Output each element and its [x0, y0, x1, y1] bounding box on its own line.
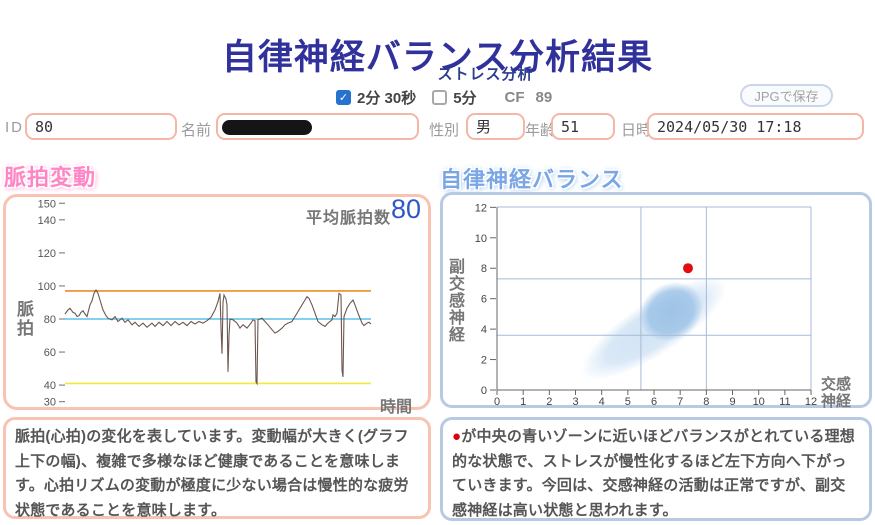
svg-text:2: 2: [481, 355, 487, 367]
svg-text:40: 40: [44, 380, 56, 392]
balance-point: [683, 263, 693, 274]
svg-text:0: 0: [481, 385, 487, 397]
name-field-redaction: [222, 120, 312, 135]
balance-description-panel: ●が中央の青いゾーンに近いほどバランスがとれている理想的な状態で、ストレスが慢性…: [440, 417, 872, 521]
id-field[interactable]: [25, 113, 177, 140]
duration-5min-checkbox[interactable]: [432, 89, 448, 105]
page-title: 自律神経バランス分析結果: [221, 38, 654, 78]
svg-text:100: 100: [38, 281, 56, 293]
svg-text:1: 1: [520, 396, 526, 408]
svg-text:5: 5: [625, 396, 631, 408]
svg-text:8: 8: [703, 396, 709, 408]
checkmark-icon: ✓: [338, 91, 349, 104]
svg-text:2: 2: [546, 396, 552, 408]
name-label: 名前: [181, 122, 212, 139]
svg-text:0: 0: [494, 396, 500, 408]
svg-text:10: 10: [753, 396, 765, 408]
pulse-chart-panel: 150 140 120 100 80 60 40 30: [3, 194, 431, 410]
balance-zone: [638, 281, 704, 342]
pulse-description-panel: 脈拍(心拍)の変化を表しています。変動幅が大きく(グラフ上下の幅)、複雑で多様な…: [3, 417, 431, 519]
svg-text:30: 30: [44, 397, 56, 409]
duration-2min30-checkbox[interactable]: ✓: [336, 89, 351, 105]
measurement-controls: ✓ 2分 30秒 5分 CF 89: [336, 88, 553, 107]
gender-label: 性別: [429, 122, 460, 139]
pulse-x-axis-label: 時間: [380, 399, 413, 416]
balance-y-axis-label: 副交感神経: [446, 258, 463, 343]
red-dot-marker: ●: [452, 428, 462, 445]
cf-value: 89: [535, 88, 553, 106]
duration-5min-label: 5分: [453, 89, 477, 107]
pulse-waveform: [64, 289, 372, 386]
svg-text:120: 120: [38, 248, 56, 260]
age-field[interactable]: [551, 113, 615, 140]
balance-chart-panel: 0 1 2 3 4 5 6 7 8 9 10 11 12 0 2 4 6 8 10 12: [440, 192, 872, 408]
svg-text:140: 140: [38, 215, 56, 227]
duration-2min30-label: 2分 30秒: [357, 89, 417, 107]
svg-text:7: 7: [677, 396, 683, 408]
pulse-y-axis-label: 脈拍: [14, 300, 33, 338]
svg-text:6: 6: [481, 294, 487, 306]
svg-text:6: 6: [651, 396, 657, 408]
svg-text:150: 150: [38, 198, 56, 210]
svg-text:12: 12: [805, 396, 817, 408]
name-field[interactable]: [216, 113, 419, 140]
svg-text:4: 4: [481, 324, 487, 336]
svg-text:9: 9: [729, 396, 735, 408]
pulse-description-text: 脈拍(心拍)の変化を表しています。変動幅が大きく(グラフ上下の幅)、複雑で多様な…: [15, 428, 409, 519]
pulse-section-header: 脈拍変動: [4, 165, 97, 190]
average-pulse-value: 80: [391, 194, 422, 224]
average-pulse-label: 平均脈拍数: [306, 210, 392, 227]
svg-text:10: 10: [475, 233, 487, 245]
page-subtitle: ストレス分析: [437, 66, 534, 83]
age-label: 年齢: [525, 122, 556, 139]
balance-description-text: ●が中央の青いゾーンに近いほどバランスがとれている理想的な状態で、ストレスが慢性…: [452, 428, 855, 519]
datetime-field[interactable]: [647, 113, 864, 140]
id-label: ID: [5, 119, 24, 136]
svg-text:12: 12: [475, 202, 487, 214]
svg-text:4: 4: [599, 396, 605, 408]
svg-text:8: 8: [481, 263, 487, 275]
svg-text:11: 11: [779, 396, 790, 408]
balance-x-axis-label: 交感神経: [821, 376, 852, 410]
cf-label: CF: [504, 88, 525, 106]
datetime-label: 日時: [621, 122, 652, 139]
svg-text:3: 3: [572, 396, 578, 408]
gender-field[interactable]: [466, 113, 525, 140]
svg-text:60: 60: [44, 347, 56, 359]
save-jpg-button[interactable]: JPGで保存: [740, 84, 833, 107]
balance-section-header: 自律神経バランス: [440, 167, 624, 192]
pulse-chart-svg: 150 140 120 100 80 60 40 30: [38, 198, 372, 409]
svg-text:80: 80: [44, 314, 56, 326]
